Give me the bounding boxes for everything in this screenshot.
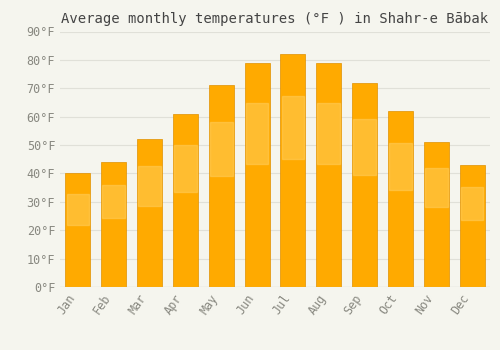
Bar: [388, 111, 413, 287]
Bar: [208, 85, 234, 287]
Bar: [101, 162, 126, 287]
Bar: [424, 142, 449, 287]
Bar: [102, 184, 125, 218]
Bar: [354, 119, 376, 175]
Title: Average monthly temperatures (°F ) in Shahr-e Bābak: Average monthly temperatures (°F ) in Sh…: [62, 12, 488, 26]
Bar: [282, 96, 304, 159]
Bar: [318, 103, 340, 164]
Bar: [244, 63, 270, 287]
Bar: [461, 187, 483, 220]
Bar: [138, 166, 161, 206]
Bar: [66, 174, 90, 287]
Bar: [210, 122, 233, 176]
Bar: [173, 114, 198, 287]
Bar: [137, 139, 162, 287]
Bar: [316, 63, 342, 287]
Bar: [66, 194, 89, 225]
Bar: [389, 143, 411, 190]
Bar: [246, 103, 268, 164]
Bar: [460, 165, 484, 287]
Bar: [280, 54, 305, 287]
Bar: [174, 145, 197, 192]
Bar: [425, 168, 448, 207]
Bar: [352, 83, 377, 287]
